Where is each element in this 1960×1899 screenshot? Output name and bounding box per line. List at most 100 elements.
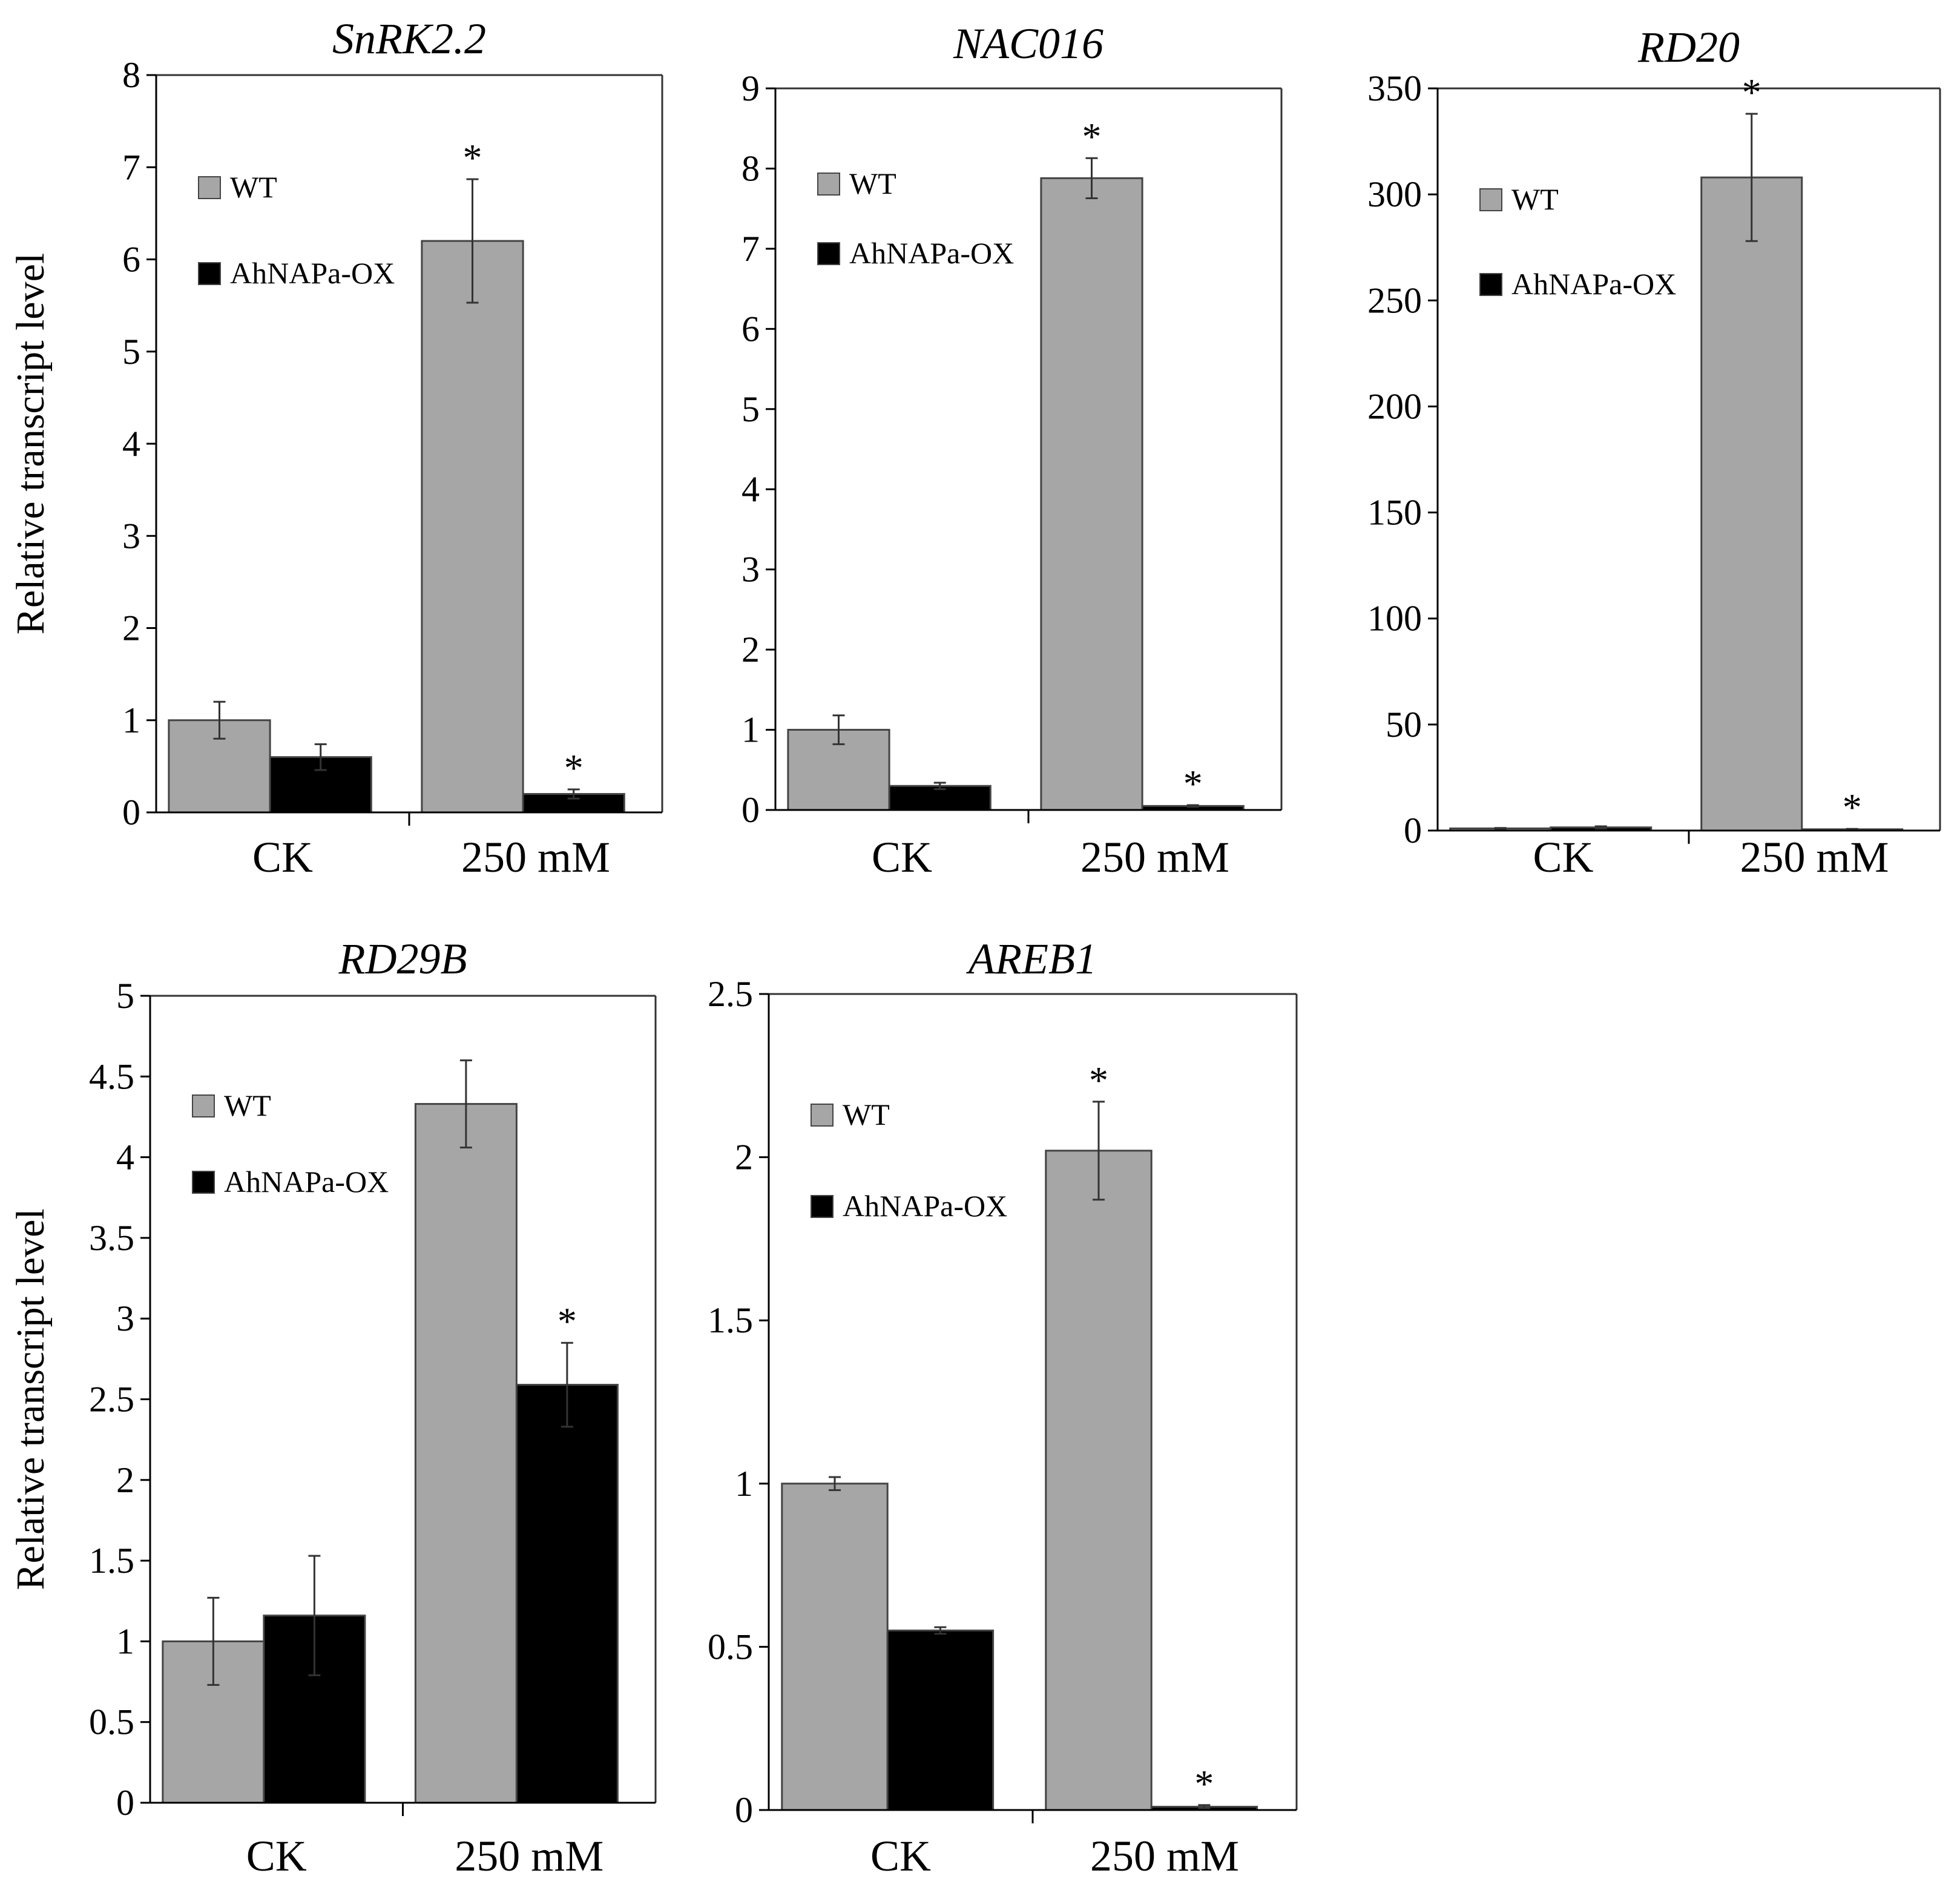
y-tick-label: 5 (122, 332, 140, 372)
chart-panel-5: AREB1 * * 0 0.5 1 1.5 2 2.5 CK 250 mM WT AhNAPa-OX (708, 935, 1298, 1880)
y-tick-label: 1 (742, 710, 760, 750)
y-tick-label: 4 (116, 1137, 134, 1177)
legend-swatch-wt (1479, 188, 1502, 211)
y-axis-label: Relative transcript level (8, 1208, 53, 1590)
category-label: CK (1533, 833, 1593, 881)
y-tick-label: 4 (742, 469, 760, 509)
category-label: 250 mM (1080, 833, 1229, 881)
y-tick-label: 8 (742, 148, 760, 188)
y-tick-label: 3 (116, 1298, 134, 1338)
category-label: 250 mM (1740, 833, 1889, 881)
category-label: CK (246, 1832, 307, 1880)
y-tick-label: 0 (742, 790, 760, 830)
y-tick-label: 7 (122, 147, 140, 187)
chart-title: RD29B (338, 935, 467, 983)
y-tick-label: 2 (122, 608, 140, 648)
y-tick-label: 8 (122, 55, 140, 95)
legend-label-ox: AhNAPa-OX (843, 1189, 1007, 1223)
y-tick-label: 150 (1367, 493, 1422, 533)
significance-star: * (1742, 71, 1761, 114)
y-tick-label: 2.5 (89, 1380, 134, 1420)
y-tick-label: 1 (735, 1464, 753, 1504)
y-tick-label: 0.5 (708, 1627, 753, 1667)
legend-label-ox: AhNAPa-OX (230, 256, 395, 290)
y-tick-label: 1.5 (708, 1300, 753, 1340)
category-label: 250 mM (455, 1832, 603, 1880)
significance-star: * (1082, 115, 1102, 158)
category-label: CK (252, 833, 313, 881)
legend-swatch-wt (817, 173, 840, 196)
legend-label-wt: WT (1511, 182, 1559, 216)
category-label: CK (872, 833, 932, 881)
significance-star: * (557, 1300, 577, 1343)
bar-wt-1 (1045, 1150, 1153, 1811)
y-tick-label: 3 (742, 550, 760, 590)
chart-title: NAC016 (953, 19, 1103, 68)
y-tick-label: 250 (1367, 280, 1422, 320)
y-tick-label: 1.5 (89, 1541, 134, 1581)
legend-label-ox: AhNAPa-OX (1511, 267, 1676, 301)
bar-wt-1 (1040, 177, 1143, 811)
legend-swatch-ox (811, 1195, 834, 1218)
bar-wt-1 (1700, 176, 1803, 832)
chart-title: AREB1 (966, 935, 1097, 983)
significance-star: * (564, 746, 584, 789)
y-tick-label: 1 (116, 1621, 134, 1661)
category-label: CK (870, 1832, 931, 1880)
y-tick-label: 0 (1404, 811, 1422, 851)
y-tick-label: 300 (1367, 174, 1422, 214)
bar-wt-1 (414, 1103, 518, 1804)
legend-label-wt: WT (230, 170, 277, 204)
y-tick-label: 3.5 (89, 1218, 134, 1258)
significance-star: * (1194, 1762, 1214, 1805)
legend-swatch-ox (192, 1171, 215, 1194)
y-tick-label: 0 (116, 1783, 134, 1823)
y-tick-label: 200 (1367, 386, 1422, 426)
legend-label-ox: AhNAPa-OX (224, 1165, 389, 1199)
legend-swatch-wt (198, 176, 221, 199)
legend-label-wt: WT (843, 1098, 890, 1131)
chart-title: RD20 (1637, 23, 1740, 71)
legend-label-ox: AhNAPa-OX (849, 236, 1014, 270)
y-tick-label: 9 (742, 68, 760, 108)
legend-swatch-ox (1479, 273, 1502, 296)
y-tick-label: 50 (1386, 705, 1422, 745)
y-tick-label: 0 (735, 1790, 753, 1830)
y-tick-label: 6 (742, 309, 760, 349)
y-tick-label: 2 (116, 1460, 134, 1500)
chart-panel-4: RD29B * 0 0.5 1 1.5 2 2.5 3 3.5 4 4.5 5 CK 250 mM Relat… (8, 935, 657, 1880)
y-tick-label: 4 (122, 424, 140, 464)
y-tick-label: 350 (1367, 68, 1422, 108)
significance-star: * (463, 136, 482, 179)
legend-swatch-ox (817, 242, 840, 265)
y-tick-label: 0 (122, 792, 140, 832)
legend-swatch-wt (192, 1094, 215, 1117)
y-tick-label: 2 (742, 630, 760, 670)
y-tick-label: 0.5 (89, 1702, 134, 1742)
bar-wt-1 (421, 240, 524, 814)
y-tick-label: 5 (742, 389, 760, 429)
y-tick-label: 4.5 (89, 1056, 134, 1096)
chart-title: SnRK2.2 (332, 15, 486, 63)
y-tick-label: 2.5 (708, 974, 753, 1014)
bar-wt-0 (781, 1483, 889, 1811)
legend-swatch-ox (198, 262, 221, 285)
chart-panel-1: SnRK2.2 * * 0 1 2 3 4 5 6 7 8 CK 250 mM Relative trans… (8, 15, 663, 881)
y-tick-label: 5 (116, 976, 134, 1016)
legend-label-wt: WT (849, 166, 896, 200)
significance-star: * (1183, 762, 1203, 805)
category-label: 250 mM (1090, 1832, 1239, 1880)
y-tick-label: 7 (742, 229, 760, 269)
category-label: 250 mM (461, 833, 610, 881)
significance-star: * (1089, 1059, 1108, 1102)
bar-ox-1 (515, 1384, 619, 1804)
significance-star: * (1843, 786, 1862, 829)
legend-swatch-wt (811, 1104, 834, 1127)
bar-ox-0 (886, 1629, 995, 1811)
chart-panel-2: NAC016 * * 0 1 2 3 4 5 6 7 8 9 CK 250 mM WT AhNAPa-OX (742, 19, 1283, 881)
y-tick-label: 6 (122, 240, 140, 280)
y-axis-label: Relative transcript level (8, 253, 53, 634)
legend-label-wt: WT (224, 1088, 271, 1122)
